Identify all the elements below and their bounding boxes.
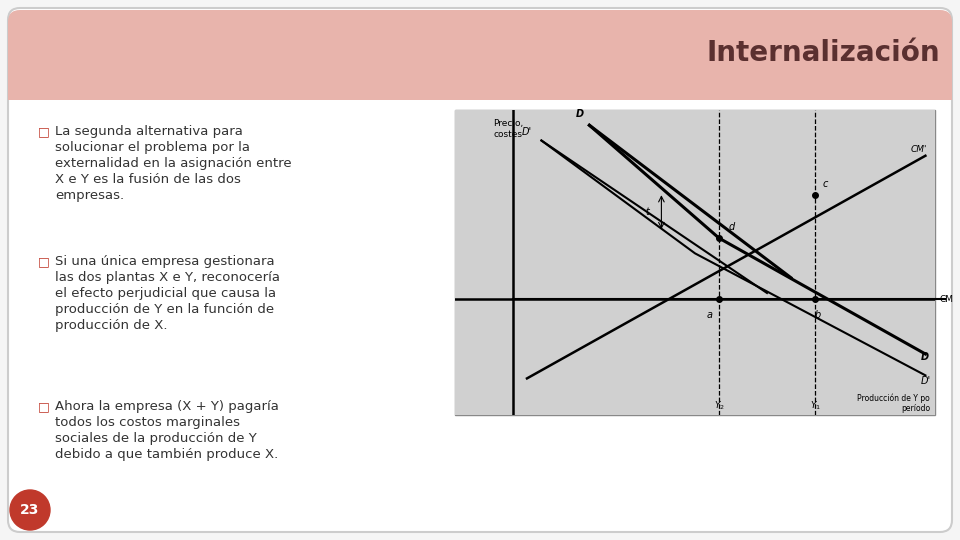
Text: □: □	[38, 255, 50, 268]
Text: □: □	[38, 400, 50, 413]
Text: CM': CM'	[911, 145, 927, 154]
Text: a: a	[707, 310, 712, 320]
Text: 23: 23	[20, 503, 39, 517]
Text: debido a que también produce X.: debido a que también produce X.	[55, 448, 278, 461]
Text: c: c	[822, 179, 828, 190]
Text: t: t	[645, 207, 649, 217]
Text: $Y_2$: $Y_2$	[713, 400, 725, 412]
Text: D: D	[921, 352, 928, 362]
Text: X e Y es la fusión de las dos: X e Y es la fusión de las dos	[55, 173, 241, 186]
Text: □: □	[38, 125, 50, 138]
Text: Si una única empresa gestionara: Si una única empresa gestionara	[55, 255, 275, 268]
Text: D': D'	[921, 376, 931, 387]
Text: Producción de Y po
período: Producción de Y po período	[857, 394, 930, 414]
Text: todos los costos marginales: todos los costos marginales	[55, 416, 240, 429]
Text: Ahora la empresa (X + Y) pagaría: Ahora la empresa (X + Y) pagaría	[55, 400, 278, 413]
Text: sociales de la producción de Y: sociales de la producción de Y	[55, 432, 256, 445]
Circle shape	[10, 490, 50, 530]
Text: producción de Y en la función de: producción de Y en la función de	[55, 303, 275, 316]
FancyBboxPatch shape	[8, 8, 952, 532]
Text: d: d	[729, 222, 734, 232]
Text: D: D	[576, 109, 584, 119]
Text: CM: CM	[940, 295, 954, 303]
Text: $Y_1$: $Y_1$	[809, 400, 821, 412]
Text: Internalización: Internalización	[707, 39, 940, 67]
Text: empresas.: empresas.	[55, 189, 124, 202]
Text: b: b	[814, 310, 821, 320]
Bar	[8, 80, 952, 100]
FancyBboxPatch shape	[8, 10, 952, 100]
Bar	[455, 110, 935, 415]
Text: producción de X.: producción de X.	[55, 319, 167, 332]
Text: las dos plantas X e Y, reconocería: las dos plantas X e Y, reconocería	[55, 271, 280, 284]
Text: D': D'	[522, 127, 532, 138]
Text: La segunda alternativa para: La segunda alternativa para	[55, 125, 243, 138]
Text: externalidad en la asignación entre: externalidad en la asignación entre	[55, 157, 292, 170]
Text: Precio,
costes: Precio, costes	[492, 119, 523, 139]
Text: solucionar el problema por la: solucionar el problema por la	[55, 141, 250, 154]
Text: el efecto perjudicial que causa la: el efecto perjudicial que causa la	[55, 287, 276, 300]
